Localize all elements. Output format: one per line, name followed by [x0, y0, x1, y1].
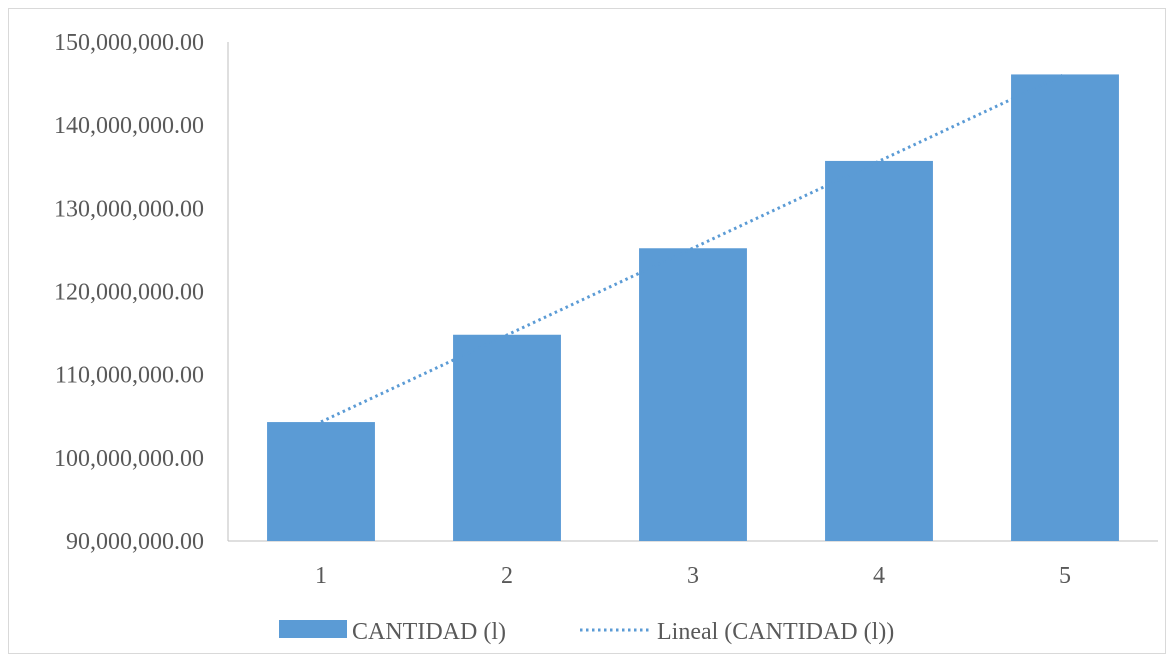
bar	[825, 160, 933, 541]
legend: CANTIDAD (l) Lineal (CANTIDAD (l))	[279, 619, 894, 645]
trendline-line	[320, 72, 1066, 424]
legend-bar-label: CANTIDAD (l)	[352, 619, 506, 645]
x-tick-label: 3	[687, 563, 699, 589]
y-tick-label: 150,000,000.00	[54, 30, 204, 56]
y-axis: 90,000,000.00 100,000,000.00 110,000,000.0…	[54, 30, 229, 555]
x-tick-label: 2	[501, 563, 513, 589]
x-tick-label: 4	[873, 563, 885, 589]
legend-trend-label: Lineal (CANTIDAD (l))	[657, 619, 894, 645]
y-tick-label: 140,000,000.00	[54, 113, 204, 139]
bars	[267, 74, 1119, 541]
y-tick-label: 100,000,000.00	[54, 446, 204, 472]
y-tick-label: 120,000,000.00	[54, 280, 204, 306]
x-tick-label: 1	[315, 563, 327, 589]
legend-bar-swatch	[279, 620, 347, 638]
bar	[267, 422, 375, 541]
trendline	[320, 72, 1066, 424]
bar	[1011, 74, 1119, 541]
y-tick-label: 130,000,000.00	[54, 196, 204, 222]
x-axis: 1 2 3 4 5	[228, 540, 1158, 589]
bar	[639, 248, 747, 541]
x-tick-label: 5	[1059, 563, 1071, 589]
y-tick-label: 110,000,000.00	[55, 363, 204, 389]
y-tick-label: 90,000,000.00	[66, 529, 204, 555]
bar	[453, 334, 561, 541]
